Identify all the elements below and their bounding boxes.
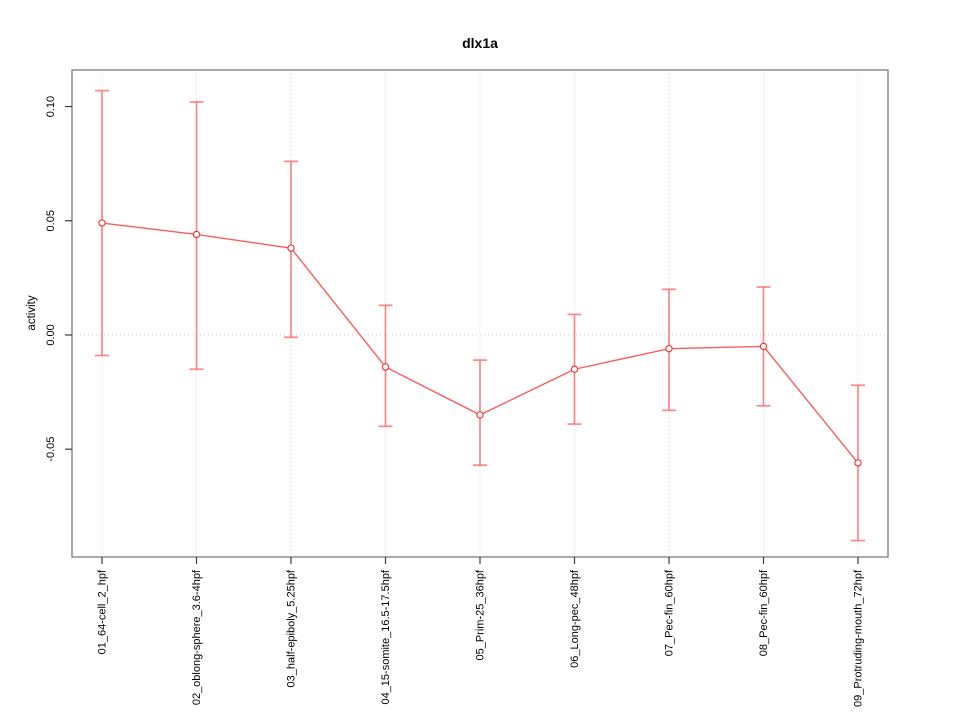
x-tick-label: 06_Long-pec_48hpf	[569, 569, 581, 668]
x-tick-label: 02_oblong-sphere_3.6-4hpf	[191, 569, 203, 705]
y-tick-label: 0.00	[45, 324, 57, 345]
y-tick-label: 0.05	[45, 210, 57, 231]
x-tick-label: 08_Pec-fin_60hpf	[758, 569, 770, 656]
data-point	[476, 411, 484, 419]
x-tick-label: 09_Protruding-mouth_72hpf	[853, 569, 865, 707]
x-tick-label: 01_64-cell_2_hpf	[97, 569, 109, 654]
data-point	[759, 342, 768, 351]
x-tick-label: 07_Pec-fin_60hpf	[664, 569, 676, 656]
data-point	[381, 363, 390, 371]
x-tick-label: 04_15-somite_16.5-17.5hpf	[380, 569, 392, 704]
plot-box	[71, 69, 889, 558]
y-axis-label: activity	[26, 295, 38, 330]
y-tick-label: -0.05	[45, 437, 57, 462]
data-point	[854, 459, 862, 467]
chart-title: dlx1a	[462, 35, 498, 51]
data-point	[98, 219, 106, 227]
x-tick-label: 05_Prim-25_36hpf	[475, 569, 487, 660]
data-point	[665, 344, 673, 353]
data-point	[287, 244, 295, 252]
x-tick-label: 03_half-epiboly_5.25hpf	[286, 569, 298, 687]
data-point	[192, 230, 201, 239]
plot-layer: 0.10 0.05 0.00 -0.05 01_64-cell_2_hpf 02_oblo…	[45, 69, 889, 707]
data-point	[570, 365, 579, 373]
y-tick-label: 0.10	[45, 96, 57, 117]
